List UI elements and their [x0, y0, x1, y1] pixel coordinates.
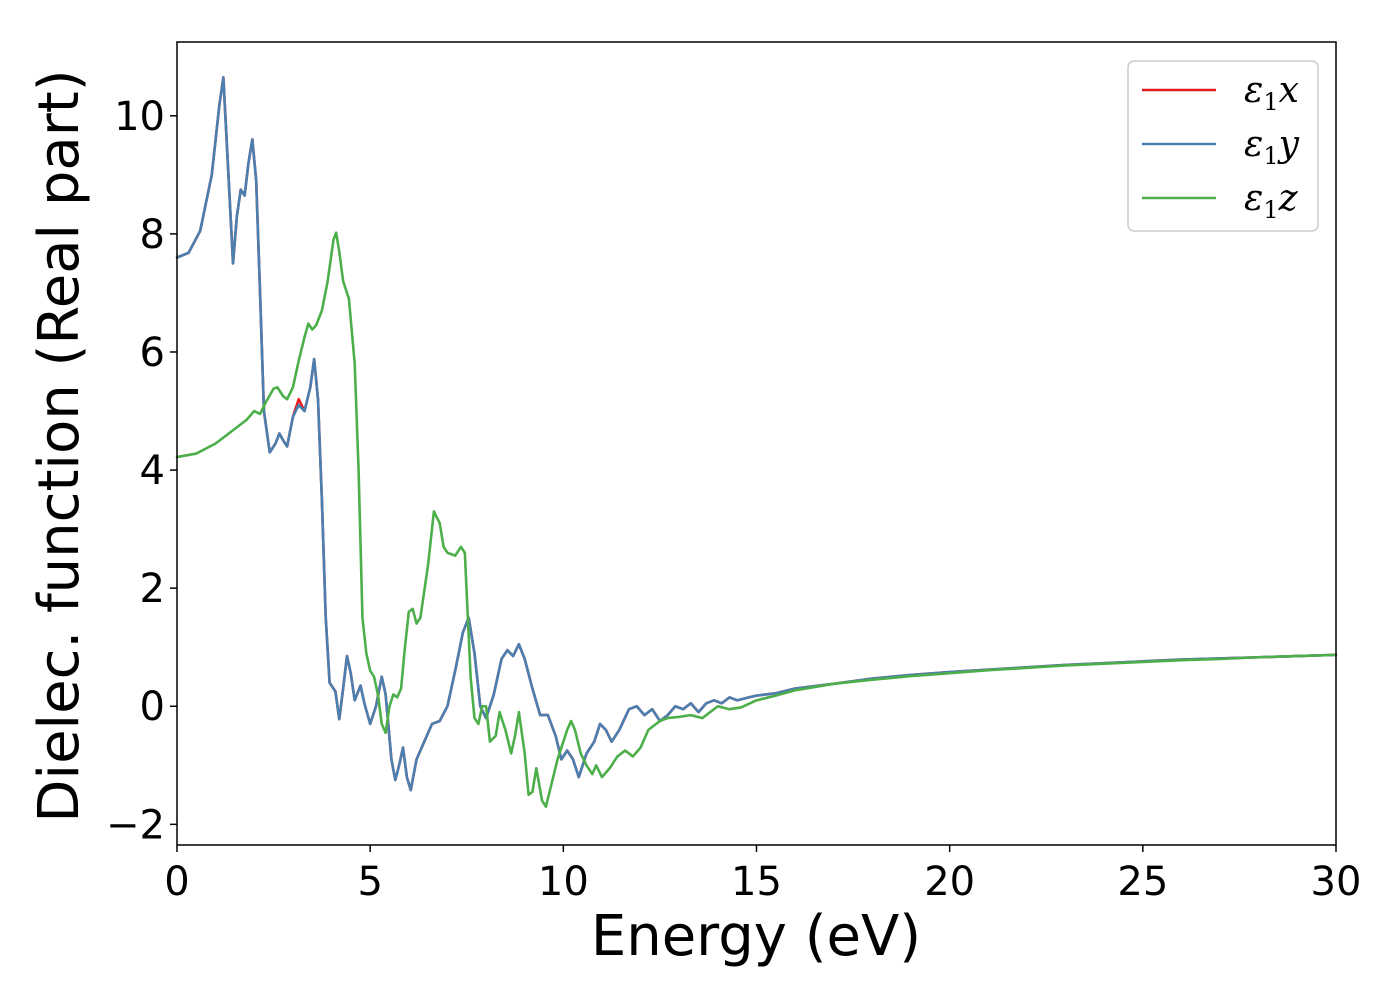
x-tick-label: 5 — [357, 859, 382, 905]
series-line-y — [175, 76, 1338, 792]
y-axis-label: Dielec. function (Real part) — [27, 69, 92, 822]
y-tick-label: 2 — [140, 566, 165, 612]
legend-label-z: ε1z — [1244, 178, 1299, 224]
y-tick-label: 8 — [140, 212, 165, 258]
legend-entries: ε1x ε1y ε1z — [1142, 70, 1300, 224]
y-tick-label: −2 — [106, 802, 165, 848]
x-tick-label: 30 — [1311, 859, 1362, 905]
series-lines — [175, 76, 1338, 808]
x-axis-ticks: 0 5 10 15 20 25 30 — [164, 845, 1361, 905]
legend-label-y: ε1y — [1244, 124, 1300, 170]
y-tick-label: 10 — [114, 94, 165, 140]
y-axis-ticks: −2 0 2 4 6 8 10 — [106, 94, 177, 848]
y-tick-label: 6 — [140, 330, 165, 376]
x-tick-label: 10 — [538, 859, 589, 905]
x-tick-label: 25 — [1117, 859, 1168, 905]
y-tick-label: 4 — [140, 448, 165, 494]
y-tick-label: 0 — [140, 684, 165, 730]
series-line-z — [175, 231, 1338, 808]
x-axis-label: Energy (eV) — [591, 904, 921, 969]
legend-box — [1127, 60, 1319, 232]
x-tick-label: 15 — [731, 859, 782, 905]
legend: ε1x ε1y ε1z — [1127, 60, 1319, 232]
legend-label-x: ε1x — [1244, 70, 1299, 116]
x-tick-label: 0 — [164, 859, 189, 905]
x-tick-label: 20 — [924, 859, 975, 905]
